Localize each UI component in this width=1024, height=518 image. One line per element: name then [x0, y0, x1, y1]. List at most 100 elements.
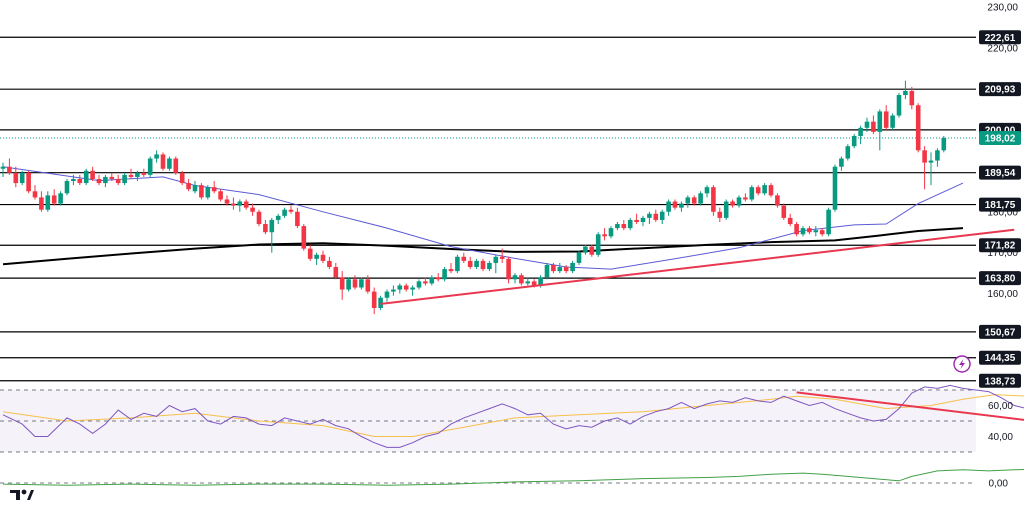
candle[interactable]: [339, 271, 345, 300]
candle[interactable]: [922, 146, 927, 190]
candle[interactable]: [211, 181, 217, 194]
oscillator-line[interactable]: [2, 469, 1024, 486]
candle[interactable]: [755, 185, 761, 196]
candle[interactable]: [589, 244, 595, 257]
candle[interactable]: [627, 217, 633, 231]
candle[interactable]: [602, 228, 607, 241]
candle[interactable]: [147, 156, 153, 177]
candle[interactable]: [928, 152, 934, 186]
candle[interactable]: [723, 199, 729, 220]
candle[interactable]: [762, 183, 767, 196]
candle[interactable]: [77, 174, 83, 186]
candle[interactable]: [679, 201, 684, 212]
candle[interactable]: [704, 185, 710, 198]
candle[interactable]: [711, 185, 716, 216]
candle[interactable]: [551, 262, 556, 274]
level-price-tag[interactable]: 189,54: [979, 165, 1021, 180]
candle[interactable]: [0, 162, 6, 177]
candle[interactable]: [807, 226, 812, 235]
candle[interactable]: [13, 166, 19, 188]
candle[interactable]: [480, 258, 486, 272]
rsi-pane[interactable]: [0, 384, 1024, 453]
candle[interactable]: [282, 207, 287, 218]
candle[interactable]: [71, 174, 76, 186]
candle[interactable]: [371, 287, 377, 315]
rsi-line[interactable]: [2, 384, 1024, 448]
candle[interactable]: [448, 262, 454, 274]
candle[interactable]: [243, 199, 249, 210]
candle[interactable]: [877, 109, 883, 151]
candle[interactable]: [167, 156, 172, 171]
price-axis[interactable]: 230,00 220,00 180,00 170,00 160,00 60,00 40,00…: [979, 3, 1021, 490]
candle[interactable]: [205, 185, 211, 200]
candle[interactable]: [858, 125, 863, 145]
candle[interactable]: [160, 152, 166, 171]
candle[interactable]: [621, 219, 627, 231]
candle[interactable]: [935, 148, 940, 167]
candle[interactable]: [768, 183, 774, 198]
candle[interactable]: [871, 115, 876, 134]
candle[interactable]: [832, 164, 838, 212]
candle[interactable]: [743, 193, 748, 202]
candle[interactable]: [365, 275, 371, 294]
candle[interactable]: [487, 260, 492, 272]
candle[interactable]: [403, 283, 409, 292]
level-price-tag[interactable]: 171,82: [979, 238, 1021, 253]
candle[interactable]: [109, 172, 115, 182]
candle[interactable]: [423, 277, 428, 286]
candle[interactable]: [115, 174, 121, 186]
candle[interactable]: [839, 156, 844, 171]
candle[interactable]: [45, 191, 51, 212]
candle[interactable]: [493, 254, 499, 274]
candle[interactable]: [301, 224, 307, 251]
candle[interactable]: [122, 172, 127, 186]
candle[interactable]: [608, 226, 614, 239]
candle[interactable]: [467, 256, 473, 270]
candle[interactable]: [429, 275, 435, 286]
price-trendline[interactable]: [380, 228, 1015, 305]
candle[interactable]: [314, 252, 319, 265]
candle[interactable]: [909, 86, 915, 110]
candle[interactable]: [154, 150, 159, 163]
candle[interactable]: [141, 168, 147, 177]
candle[interactable]: [845, 144, 851, 161]
price-pane[interactable]: [0, 36, 1015, 382]
level-price-tag[interactable]: 138,73: [979, 373, 1021, 388]
candle[interactable]: [192, 181, 198, 194]
candle[interactable]: [51, 189, 57, 206]
candle[interactable]: [288, 205, 294, 214]
candle[interactable]: [883, 105, 889, 130]
candle[interactable]: [781, 203, 787, 220]
candle[interactable]: [506, 256, 511, 284]
candle[interactable]: [544, 262, 550, 280]
candle[interactable]: [128, 168, 134, 179]
candle[interactable]: [26, 170, 31, 194]
level-price-tag[interactable]: 163,80: [979, 271, 1021, 286]
level-price-tag[interactable]: 209,93: [979, 82, 1021, 97]
candle[interactable]: [736, 195, 742, 208]
candle[interactable]: [327, 256, 332, 270]
current-price-tag[interactable]: 198,02: [979, 130, 1021, 145]
candle[interactable]: [864, 117, 870, 132]
candle[interactable]: [179, 170, 185, 186]
candle[interactable]: [775, 193, 780, 208]
candle[interactable]: [186, 178, 191, 192]
candle[interactable]: [570, 260, 575, 274]
lightning-icon[interactable]: [953, 355, 971, 373]
candle[interactable]: [32, 185, 38, 200]
candle[interactable]: [346, 277, 351, 292]
candle[interactable]: [410, 285, 415, 296]
candle[interactable]: [83, 168, 89, 186]
candle[interactable]: [442, 267, 447, 282]
candle[interactable]: [653, 209, 659, 222]
candle[interactable]: [499, 248, 505, 263]
candle[interactable]: [794, 221, 799, 237]
candle[interactable]: [659, 209, 665, 225]
candle[interactable]: [295, 207, 300, 229]
rsi-trendline[interactable]: [796, 391, 1024, 425]
candle[interactable]: [275, 213, 281, 225]
level-price-tag[interactable]: 144,35: [979, 350, 1021, 365]
fast-moving-average-line[interactable]: [2, 166, 964, 270]
candle[interactable]: [666, 199, 671, 216]
